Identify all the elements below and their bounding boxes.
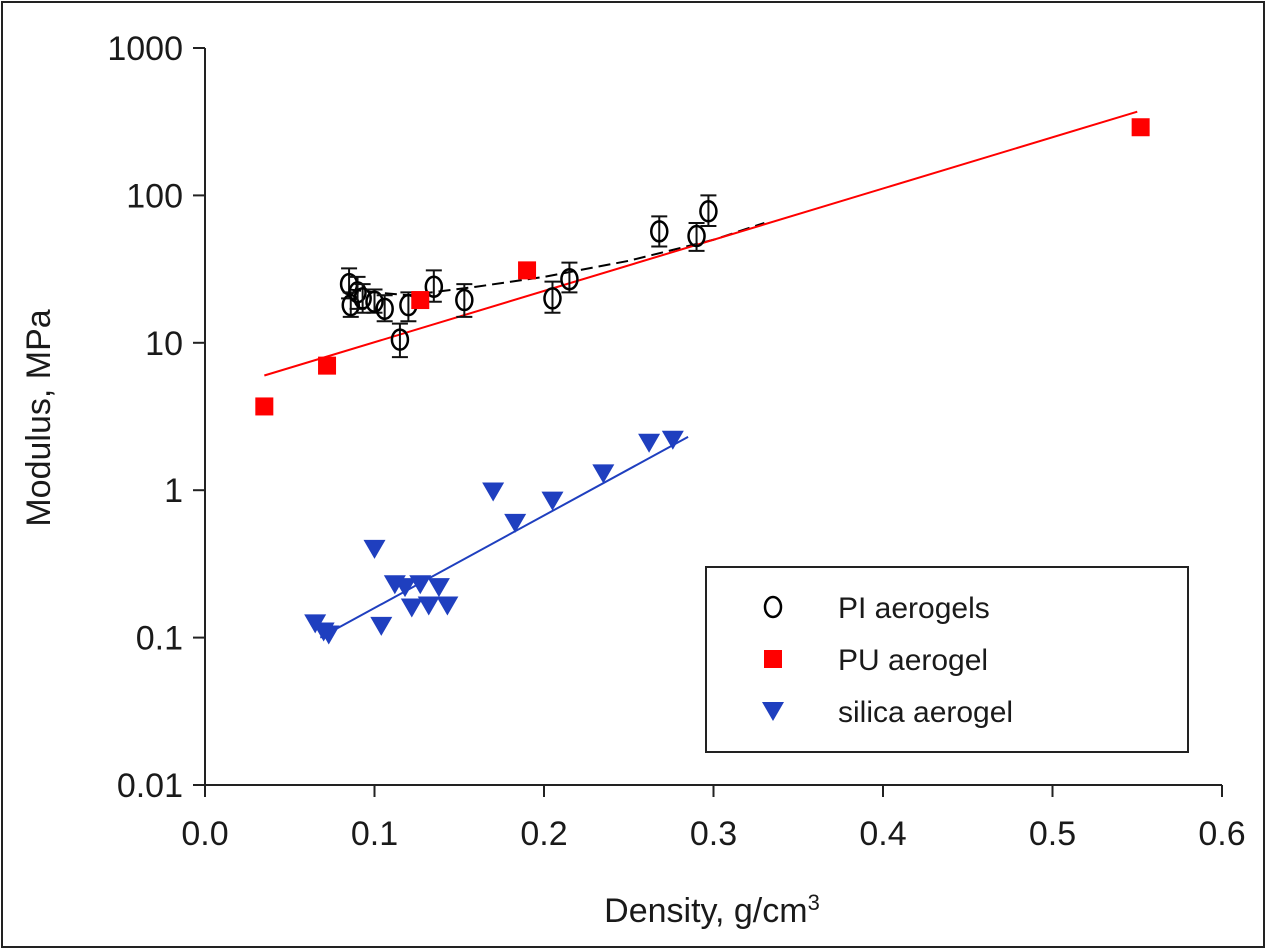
legend-label-series-1: PU aerogel [838,644,988,677]
x-axis-title: Density, g/cm3 [604,890,820,931]
data-point-series-2 [427,578,450,598]
data-point-series-0 [365,290,384,313]
data-point-series-0 [390,328,410,351]
y-tick-label: 1 [164,472,183,510]
x-tick-label: 0.1 [351,815,398,853]
data-point-series-0 [699,200,718,223]
data-point-series-1 [518,261,537,280]
x-axis-title-superscript: 3 [808,890,820,915]
data-point-series-1 [318,356,337,375]
data-point-series-0 [543,287,562,310]
data-point-series-0 [353,287,372,310]
data-point-series-1 [255,397,274,416]
data-point-series-0 [455,288,474,312]
data-point-series-2 [317,625,340,645]
data-point-series-2 [409,575,432,595]
legend-box [705,566,1189,753]
x-tick-label: 0.6 [1198,815,1245,853]
data-point-series-2 [661,430,684,450]
data-marks [255,118,1150,645]
x-tick-label: 0.2 [520,815,567,853]
data-point-series-2 [370,616,393,636]
x-tick-label: 0.5 [1029,815,1076,853]
data-point-series-0 [687,224,706,248]
trend-line-series-0 [348,222,765,297]
y-tick-label: 0.01 [117,767,183,805]
y-axis-title: Modulus, MPa [20,309,58,526]
data-point-series-2 [638,433,661,453]
x-tick-label: 0.0 [181,815,228,853]
data-point-series-2 [541,491,564,511]
y-tick-label: 100 [126,177,183,215]
x-tick-label: 0.4 [859,815,906,853]
data-point-series-2 [417,596,440,616]
data-point-series-1 [1131,118,1150,137]
data-point-series-2 [592,464,615,484]
y-tick-label: 1000 [107,30,183,68]
data-point-series-2 [394,578,417,598]
data-point-series-2 [363,539,386,559]
data-point-series-0 [375,297,394,321]
legend-marker-series-1 [764,650,782,668]
data-point-series-0 [348,281,367,304]
trend-line-series-2 [319,436,689,639]
y-tick-label: 0.1 [136,620,183,658]
legend-marker-series-0 [763,595,783,619]
legend-marker-series-2 [762,702,784,721]
data-point-series-0 [560,267,579,291]
axes: 0.01 0.1 1 10 100 1000 0.0 0.1 0.2 0.3 0.4 0.5 0.6 [107,30,1245,853]
data-point-series-0 [424,275,444,299]
legend: PI aerogels PU aerogel silica aerogel [705,566,1189,753]
data-point-series-0 [650,220,669,243]
y-tick-label: 10 [145,325,183,363]
legend-label-series-2: silica aerogel [838,696,1013,729]
data-point-series-1 [411,291,430,310]
data-point-series-2 [504,513,527,533]
data-point-series-2 [482,482,505,502]
data-point-series-2 [400,598,423,618]
x-axis-title-main: Density, g/cm [604,892,807,930]
legend-label-series-0: PI aerogels [838,592,990,625]
data-point-series-2 [436,596,459,616]
x-tick-label: 0.3 [690,815,737,853]
